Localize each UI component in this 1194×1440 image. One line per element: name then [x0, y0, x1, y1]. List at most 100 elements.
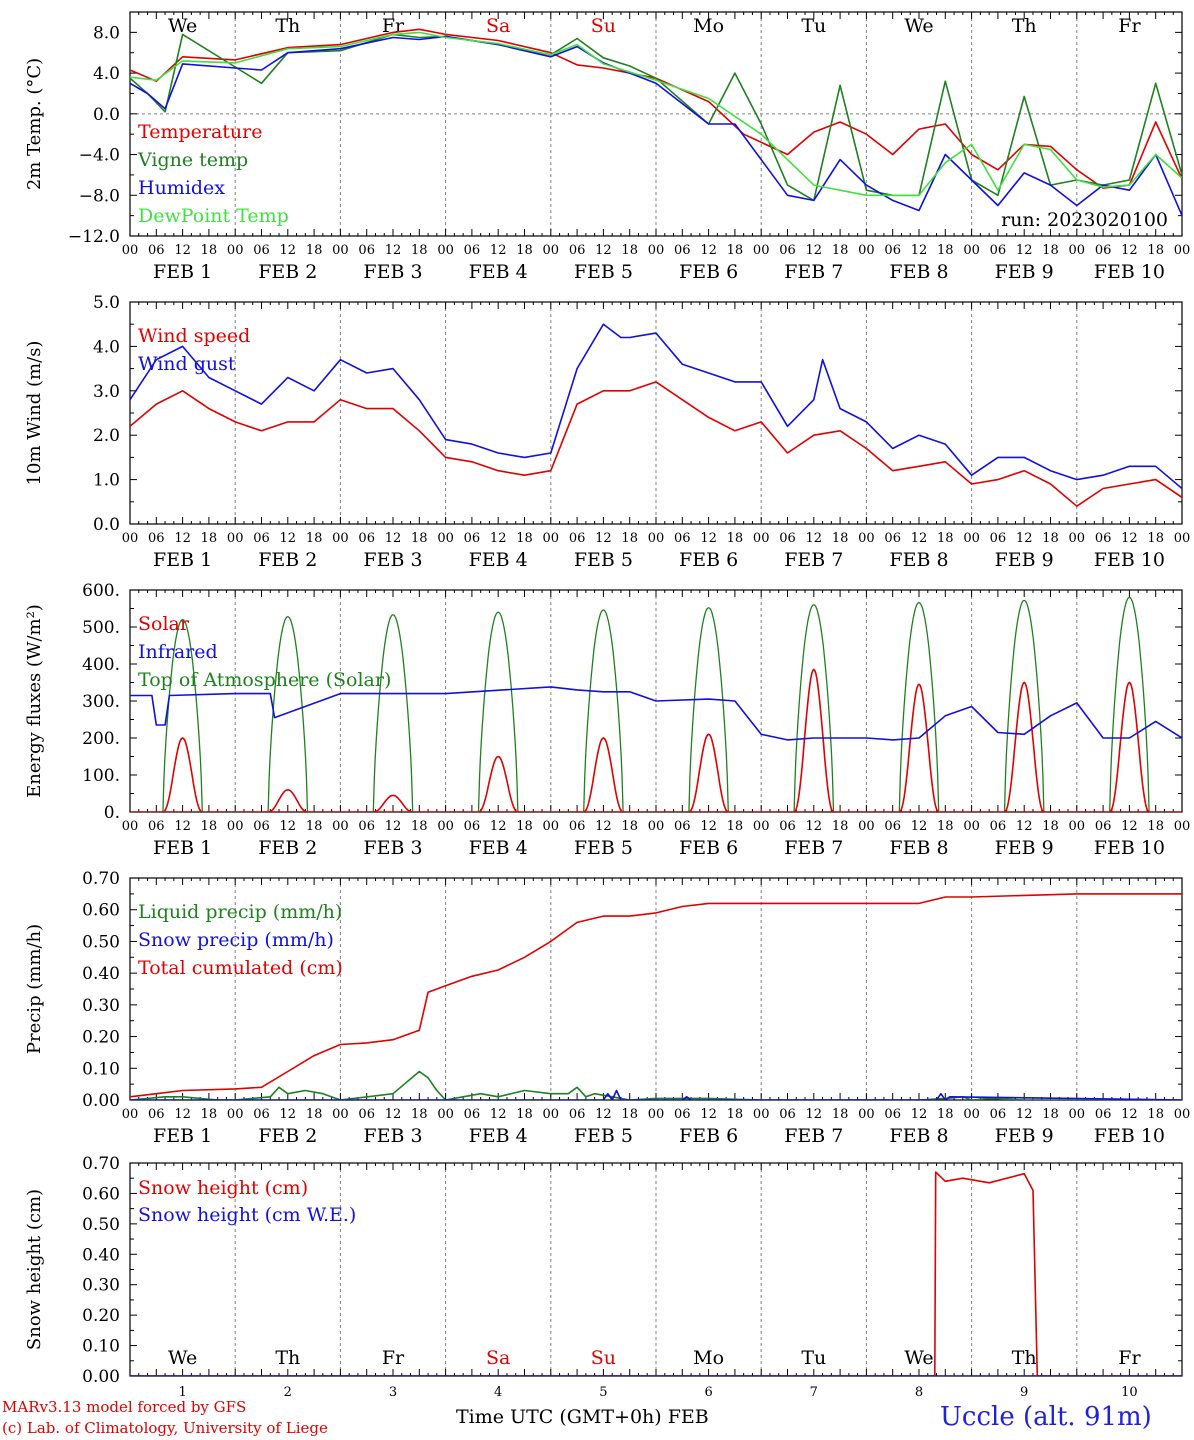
y-tick-label: 600. [82, 581, 120, 601]
hour-label: 06 [358, 819, 375, 834]
series-line [130, 35, 1182, 216]
hour-label: 06 [569, 1107, 586, 1122]
y-axis-label: Precip (mm/h) [24, 924, 45, 1054]
date-label: FEB 8 [889, 261, 948, 283]
date-label: FEB 9 [995, 549, 1054, 571]
hour-label: 18 [621, 243, 638, 258]
hour-label: 12 [911, 531, 928, 546]
hour-label: 12 [490, 1107, 507, 1122]
hour-label: 00 [1174, 243, 1191, 258]
hour-label: 18 [306, 1107, 323, 1122]
hour-label: 00 [648, 819, 665, 834]
hour-label: 12 [280, 531, 297, 546]
hour-label: 12 [911, 1107, 928, 1122]
y-tick-label: 0.00 [82, 1091, 120, 1111]
station-name: Uccle (alt. 91m) [940, 1402, 1152, 1432]
hour-label: 12 [1016, 531, 1033, 546]
legend-entry: DewPoint Temp [138, 205, 289, 227]
toa-solar-curve [793, 604, 835, 812]
day-name-label: Sa [486, 15, 510, 37]
hour-label: 12 [280, 1107, 297, 1122]
y-axis-label: Energy fluxes (W/m²) [24, 604, 45, 798]
hour-label: 00 [332, 819, 349, 834]
date-label: FEB 6 [679, 837, 738, 859]
date-label: FEB 9 [995, 1125, 1054, 1147]
day-number-label: 3 [389, 1385, 397, 1400]
legend-entry: Total cumulated (cm) [138, 957, 343, 979]
hour-label: 12 [595, 243, 612, 258]
hour-label: 18 [832, 1107, 849, 1122]
y-tick-label: −8.0 [79, 186, 120, 206]
y-tick-label: 300. [82, 692, 120, 712]
y-tick-label: 0. [104, 803, 120, 823]
date-label: FEB 6 [679, 261, 738, 283]
series-line [130, 1070, 1182, 1100]
hour-label: 18 [937, 531, 954, 546]
hour-label: 18 [937, 1107, 954, 1122]
hour-label: 00 [543, 243, 560, 258]
day-number-label: 4 [494, 1385, 502, 1400]
hour-label: 06 [253, 1107, 270, 1122]
legend-entry: Top of Atmosphere (Solar) [138, 669, 391, 691]
y-tick-label: 0.40 [82, 964, 120, 984]
hour-label: 12 [174, 1107, 191, 1122]
hour-label: 18 [306, 819, 323, 834]
hour-label: 06 [358, 243, 375, 258]
date-label: FEB 1 [153, 549, 212, 571]
hour-label: 18 [1042, 531, 1059, 546]
panel-precip: 0.70 0.60 0.50 0.40 0.30 0.20 0.10 0.00 Precip (… [24, 869, 1190, 1147]
date-label: FEB 7 [784, 549, 843, 571]
series-group [130, 1171, 1182, 1376]
hour-label: 06 [779, 243, 796, 258]
series-line [130, 381, 1182, 508]
hour-label: 00 [858, 819, 875, 834]
hour-label: 00 [437, 819, 454, 834]
hour-label: 06 [358, 531, 375, 546]
toa-solar-curve [1109, 596, 1150, 812]
y-tick-label: 0.10 [82, 1059, 120, 1079]
hour-label: 00 [648, 531, 665, 546]
series-group [130, 323, 1182, 508]
day-name-label: Fr [1118, 1347, 1141, 1369]
solar-curve [583, 737, 624, 812]
hour-label: 12 [174, 243, 191, 258]
date-label: FEB 1 [153, 261, 212, 283]
hour-label: 06 [779, 531, 796, 546]
hour-label: 12 [700, 819, 717, 834]
y-tick-label: 0.00 [82, 1367, 120, 1387]
panel-snow: 0.70 0.60 0.50 0.40 0.30 0.20 0.10 0.00 Snow hei… [24, 1154, 1183, 1400]
y-tick-label: 0.10 [82, 1337, 120, 1357]
hour-label: 12 [385, 531, 402, 546]
panel-energy: 600. 500. 400. 300. 200. 100. 0. Energy fluxes … [24, 581, 1190, 859]
hour-label: 12 [385, 1107, 402, 1122]
solar-curve [898, 683, 940, 812]
toa-solar-curve [162, 618, 203, 812]
date-label: FEB 7 [784, 261, 843, 283]
hour-label: 00 [963, 243, 980, 258]
date-label: FEB 4 [469, 837, 528, 859]
hour-label: 18 [516, 819, 533, 834]
series-line [130, 893, 1182, 1098]
date-label: FEB 10 [1094, 837, 1165, 859]
day-name-label: Sa [486, 1347, 510, 1369]
hour-label: 00 [227, 243, 244, 258]
solar-curve [1109, 681, 1150, 812]
hour-label: 06 [464, 1107, 481, 1122]
hour-label: 18 [411, 1107, 428, 1122]
y-tick-label: 400. [82, 655, 120, 675]
plot-frame [129, 11, 1183, 237]
toa-solar-curve [372, 614, 414, 812]
hour-label: 12 [280, 819, 297, 834]
hour-label: 00 [437, 531, 454, 546]
hour-label: 12 [911, 819, 928, 834]
y-tick-label: −4.0 [79, 146, 120, 166]
date-label: FEB 2 [258, 1125, 317, 1147]
hour-label: 06 [674, 243, 691, 258]
solar-curve [793, 668, 834, 812]
hour-label: 00 [963, 531, 980, 546]
day-name-label: We [168, 1347, 197, 1369]
hour-label: 00 [437, 243, 454, 258]
day-name-label: Su [591, 1347, 616, 1369]
hour-label: 18 [201, 819, 218, 834]
